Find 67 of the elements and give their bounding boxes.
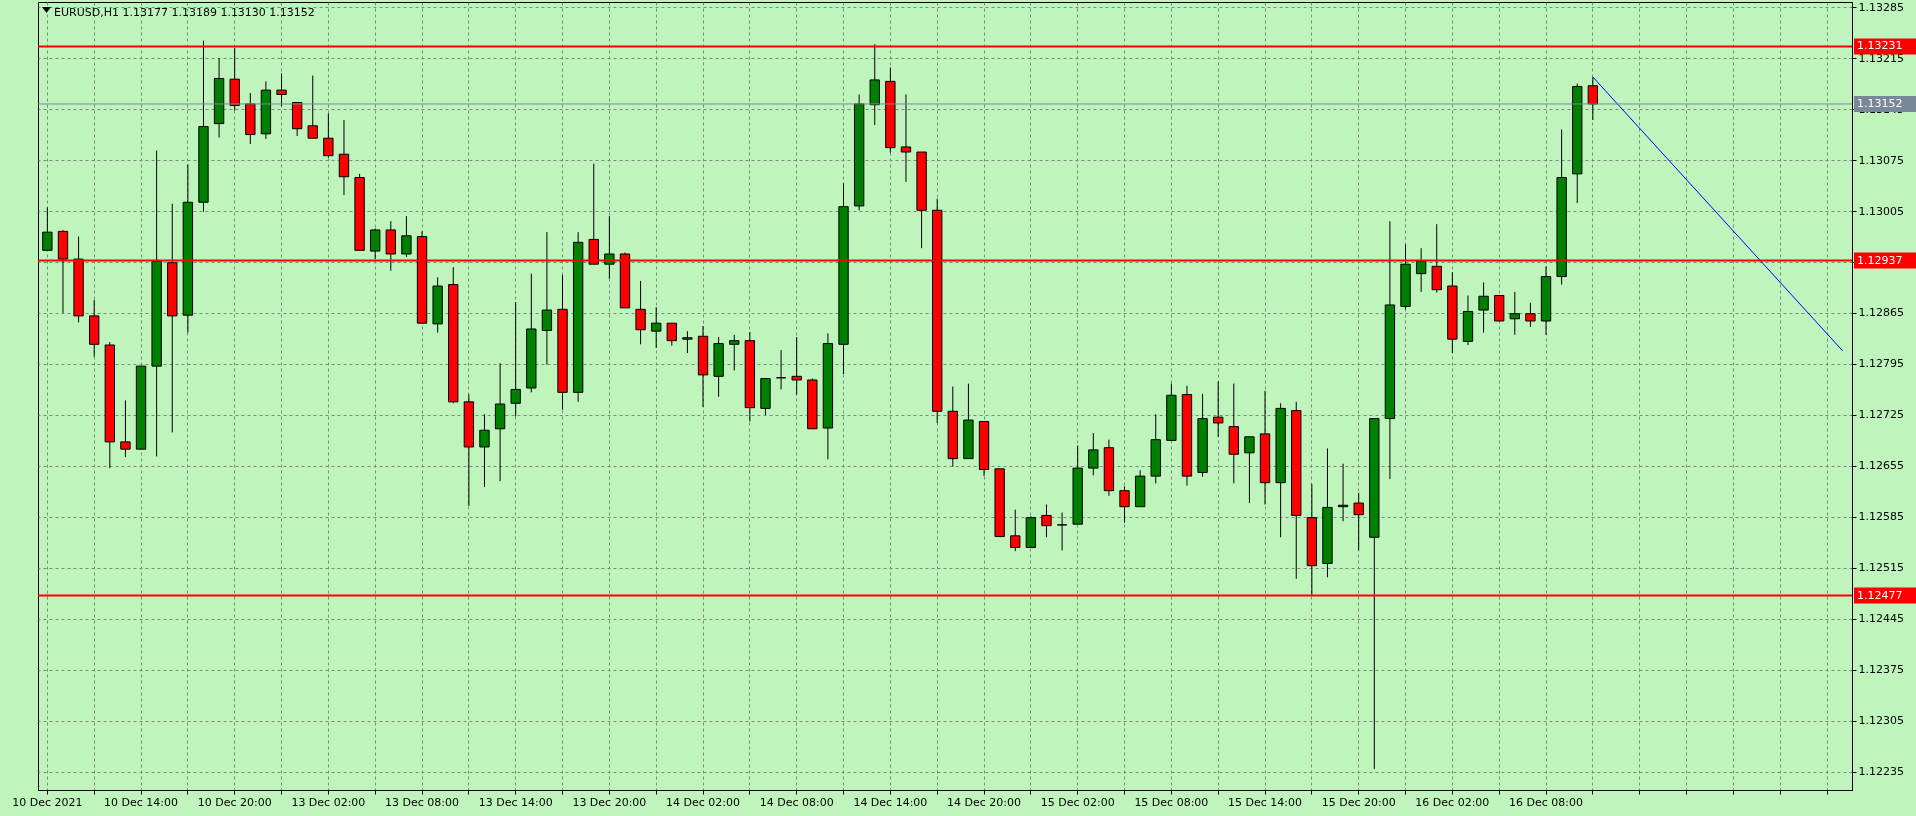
candlestick	[479, 413, 490, 488]
candlestick	[1244, 436, 1255, 504]
x-tick-label: 14 Dec 14:00	[853, 795, 928, 809]
y-tick-label: 1.12585	[1858, 510, 1904, 524]
x-tick-label: 13 Dec 08:00	[385, 795, 460, 809]
candlestick	[1010, 509, 1021, 552]
y-tick-label: 1.13285	[1858, 0, 1904, 14]
ref-line-label: 1.13231	[1857, 39, 1903, 53]
x-tick-label: 13 Dec 14:00	[478, 795, 553, 809]
candlestick	[775, 349, 787, 390]
x-tick-label: 10 Dec 20:00	[197, 795, 272, 809]
y-tick-label: 1.12445	[1858, 612, 1904, 626]
candlestick	[401, 215, 412, 258]
candlestick	[370, 228, 381, 260]
x-tick-label: 14 Dec 02:00	[666, 795, 741, 809]
candlestick	[1587, 76, 1599, 121]
candlestick	[323, 112, 334, 159]
candlestick	[1119, 485, 1130, 524]
candlestick	[1056, 512, 1068, 551]
y-tick-label: 1.12655	[1858, 459, 1904, 473]
x-tick-label: 15 Dec 02:00	[1040, 795, 1115, 809]
candlestick	[729, 334, 740, 372]
ref-line-label: 1.12937	[1857, 253, 1903, 267]
candlestick	[1088, 432, 1099, 476]
x-tick-label: 16 Dec 02:00	[1415, 795, 1490, 809]
candlestick	[541, 231, 553, 366]
x-tick-label: 15 Dec 08:00	[1134, 795, 1209, 809]
y-tick-label: 1.12235	[1858, 765, 1904, 779]
x-tick-label: 10 Dec 14:00	[104, 795, 179, 809]
x-tick-label: 14 Dec 08:00	[759, 795, 834, 809]
candlestick	[791, 336, 802, 396]
candlestick	[510, 301, 521, 417]
x-tick-label: 16 Dec 08:00	[1509, 795, 1584, 809]
x-tick-label: 10 Dec 2021	[12, 795, 83, 809]
x-tick-label: 15 Dec 20:00	[1321, 795, 1396, 809]
x-tick-label: 14 Dec 20:00	[947, 795, 1022, 809]
y-tick-label: 1.12725	[1858, 408, 1904, 422]
candlestick	[1353, 492, 1364, 551]
candlestick	[276, 72, 287, 107]
candlestick	[120, 399, 131, 458]
chart-title: EURUSD,H1 1.13177 1.13189 1.13130 1.13152	[54, 6, 315, 20]
candlestick	[1525, 302, 1536, 328]
candlestick	[1478, 281, 1489, 334]
y-tick-label: 1.12515	[1858, 561, 1904, 575]
y-tick-label: 1.13215	[1858, 51, 1904, 65]
candlestick	[1509, 291, 1520, 336]
x-tick-label: 15 Dec 14:00	[1228, 795, 1303, 809]
ref-line-label: 1.13152	[1857, 96, 1903, 110]
candlestick	[307, 75, 318, 139]
candlestick	[1041, 504, 1052, 538]
y-tick-label: 1.12375	[1858, 663, 1904, 677]
candlestick	[900, 93, 912, 183]
candlestick	[682, 330, 693, 354]
y-tick-label: 1.12795	[1858, 357, 1904, 371]
candlestick	[1213, 380, 1224, 438]
x-tick-label: 13 Dec 20:00	[572, 795, 647, 809]
y-tick-label: 1.12865	[1858, 306, 1904, 320]
candlestick	[651, 306, 662, 349]
candlestick	[338, 119, 350, 196]
y-tick-label: 1.13075	[1858, 153, 1904, 167]
candlestick	[666, 322, 677, 347]
x-tick-label: 13 Dec 02:00	[291, 795, 366, 809]
y-tick-label: 1.12305	[1858, 714, 1904, 728]
candlestick	[635, 280, 646, 345]
candlestick	[42, 206, 53, 251]
ref-line-label: 1.12477	[1857, 588, 1903, 602]
y-tick-label: 1.13005	[1858, 204, 1904, 218]
